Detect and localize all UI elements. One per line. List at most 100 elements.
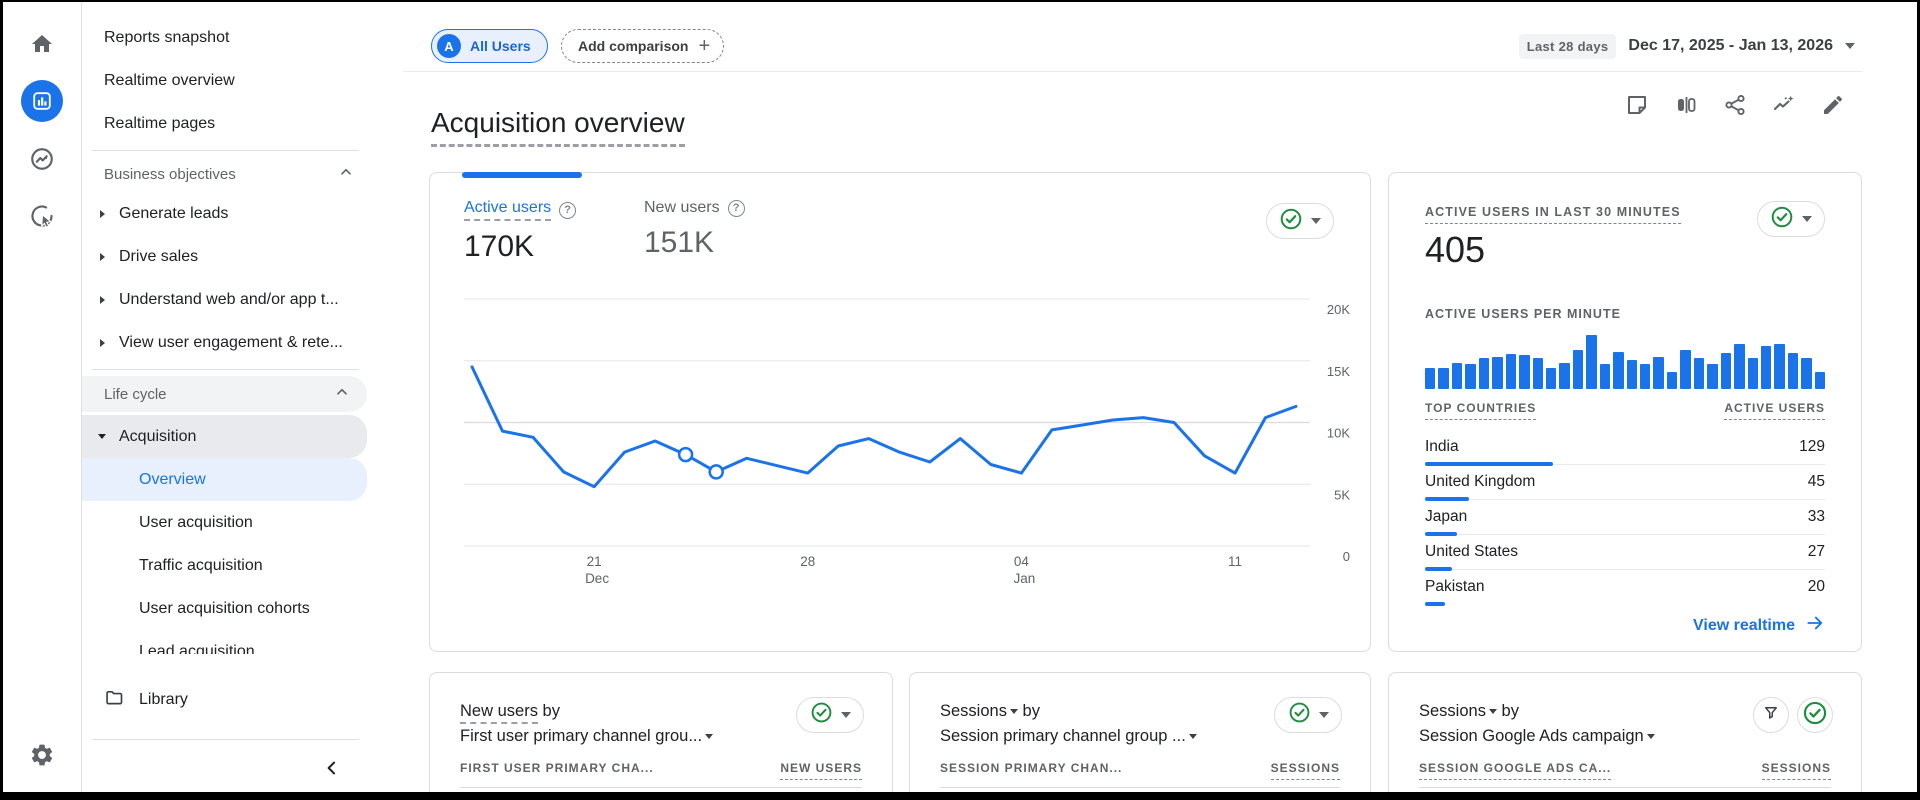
sidebar-item-user-acquisition[interactable]: User acquisition [82,501,371,544]
chevron-down-icon [1311,218,1321,224]
metric-selector[interactable]: Sessions [940,702,1018,720]
minute-bar [1545,367,1557,389]
sidebar-item-reports-snapshot[interactable]: Reports snapshot [82,16,371,59]
new-users-by-channel-card: New users by First user primary channel … [429,672,893,792]
report-actions-toolbar [1625,94,1845,118]
share-button[interactable] [1723,94,1747,118]
section-header-label: Business objectives [104,165,236,183]
dimension-selector[interactable]: Session primary channel group ... [940,727,1197,745]
data-quality-dropdown[interactable] [1757,201,1825,237]
check-circle-icon [810,701,833,729]
data-quality-dropdown[interactable] [1274,697,1342,733]
dimension-selector[interactable]: First user primary channel grou... [460,727,714,745]
svg-text:15K: 15K [1327,364,1350,379]
metric-value: 170K [464,230,535,263]
row-divider [1425,534,1825,535]
check-circle-icon [1279,207,1303,236]
view-realtime-link[interactable]: View realtime [1693,613,1825,638]
sidebar-item-lead-acquisition[interactable]: Lead acquisition [82,630,371,655]
advertising-nav-button[interactable] [18,193,66,241]
data-quality-button[interactable] [1797,697,1833,733]
minute-bar [1707,364,1718,389]
reports-icon [21,80,63,122]
sidebar-item-realtime-overview[interactable]: Realtime overview [82,59,371,102]
metric-value: 151K [644,226,715,259]
sidebar-item-label: Reports snapshot [104,28,230,46]
audience-chip-all-users[interactable]: A All Users [431,29,548,63]
chevron-right-icon [96,252,108,261]
date-range-picker[interactable]: Last 28 days Dec 17, 2025 - Jan 13, 2026 [1518,29,1855,63]
section-header-business-objectives[interactable]: Business objectives [82,156,371,192]
sidebar-item-understand-web-app[interactable]: Understand web and/or app t... [82,278,371,321]
metric-active-users: Active users ? 170K [464,199,577,264]
by-word: by [542,702,560,720]
collapse-sidebar-button[interactable] [313,750,351,788]
help-icon[interactable]: ? [727,199,745,217]
sidebar-item-view-user-engagement[interactable]: View user engagement & rete... [82,321,371,364]
country-value: 45 [1807,473,1825,490]
country-name: United Kingdom [1425,473,1536,490]
metric-tab-active-users[interactable]: Active users ? [464,199,577,221]
active-users-line-chart: 20K 15K 10K 5K 0 21 Dec 28 04 Jan 11 [464,298,1350,586]
sidebar-item-user-acquisition-cohorts[interactable]: User acquisition cohorts [82,587,371,630]
sessions-by-google-ads-card: Sessions by Session Google Ads campaign … [1388,672,1862,792]
minute-bar [1801,357,1812,389]
svg-text:21: 21 [587,554,602,569]
sidebar-divider [92,150,359,151]
edit-button[interactable] [1821,94,1845,118]
svg-text:28: 28 [800,554,815,569]
metric-selector[interactable]: Sessions [1419,702,1497,720]
metric-tab-new-users[interactable]: New users ? [644,199,745,217]
metric-selector[interactable]: New users [460,702,538,724]
sidebar-item-drive-sales[interactable]: Drive sales [82,235,371,278]
sidebar-item-acquisition[interactable]: Acquisition [82,415,367,458]
admin-settings-button[interactable] [18,732,66,780]
chevron-right-icon [96,295,108,304]
active-users-30min-value: 405 [1425,229,1486,270]
country-row: United Kingdom 45 [1425,467,1825,502]
section-header-label: Life cycle [104,385,167,403]
minute-bar [1653,356,1664,389]
sidebar-clipped-row: Lead acquisition [82,630,371,655]
reports-sidebar: Reports snapshot Realtime overview Realt… [82,2,371,792]
sidebar-item-generate-leads[interactable]: Generate leads [82,192,371,235]
dimension-selector[interactable]: Session Google Ads campaign [1419,727,1655,745]
add-comparison-button[interactable]: Add comparison + [561,29,725,63]
notes-button[interactable] [1625,94,1649,118]
audience-avatar: A [437,34,461,58]
section-header-life-cycle[interactable]: Life cycle [82,376,367,412]
sidebar-item-library[interactable]: Library [82,678,371,722]
data-quality-dropdown[interactable] [1266,203,1334,239]
minute-bar [1586,334,1597,389]
sidebar-scroll-area[interactable]: Reports snapshot Realtime overview Realt… [82,2,371,674]
chevron-down-icon [1646,734,1655,739]
country-name: Pakistan [1425,578,1485,595]
sidebar-item-label: Understand web and/or app t... [119,290,339,308]
data-quality-dropdown[interactable] [796,697,864,733]
sidebar-item-realtime-pages[interactable]: Realtime pages [82,102,371,145]
sidebar-item-label: Overview [139,470,206,488]
folder-icon [104,687,125,713]
reports-nav-button[interactable] [18,77,66,125]
table-divider [940,787,1340,788]
filter-button[interactable] [1753,697,1789,733]
compare-button[interactable] [1674,94,1698,118]
explore-icon [29,146,55,175]
sidebar-item-traffic-acquisition[interactable]: Traffic acquisition [82,544,371,587]
chevron-down-icon [1318,712,1329,718]
help-icon[interactable]: ? [559,201,577,219]
home-nav-button[interactable] [18,21,66,69]
minute-bar [1613,352,1624,389]
realtime-title: ACTIVE USERS IN LAST 30 MINUTES [1425,205,1681,224]
home-icon [30,32,54,59]
chevron-left-icon [322,758,342,781]
sidebar-item-acquisition-overview[interactable]: Overview [82,458,367,501]
share-icon [1723,93,1747,120]
minute-bar [1559,363,1570,389]
insights-button[interactable] [1772,94,1796,118]
sidebar-item-label: View user engagement & rete... [119,333,343,351]
minute-bar [1465,364,1476,389]
country-name: Japan [1425,508,1468,525]
explore-nav-button[interactable] [18,136,66,184]
column-header-metric: SESSIONS [1270,761,1340,780]
